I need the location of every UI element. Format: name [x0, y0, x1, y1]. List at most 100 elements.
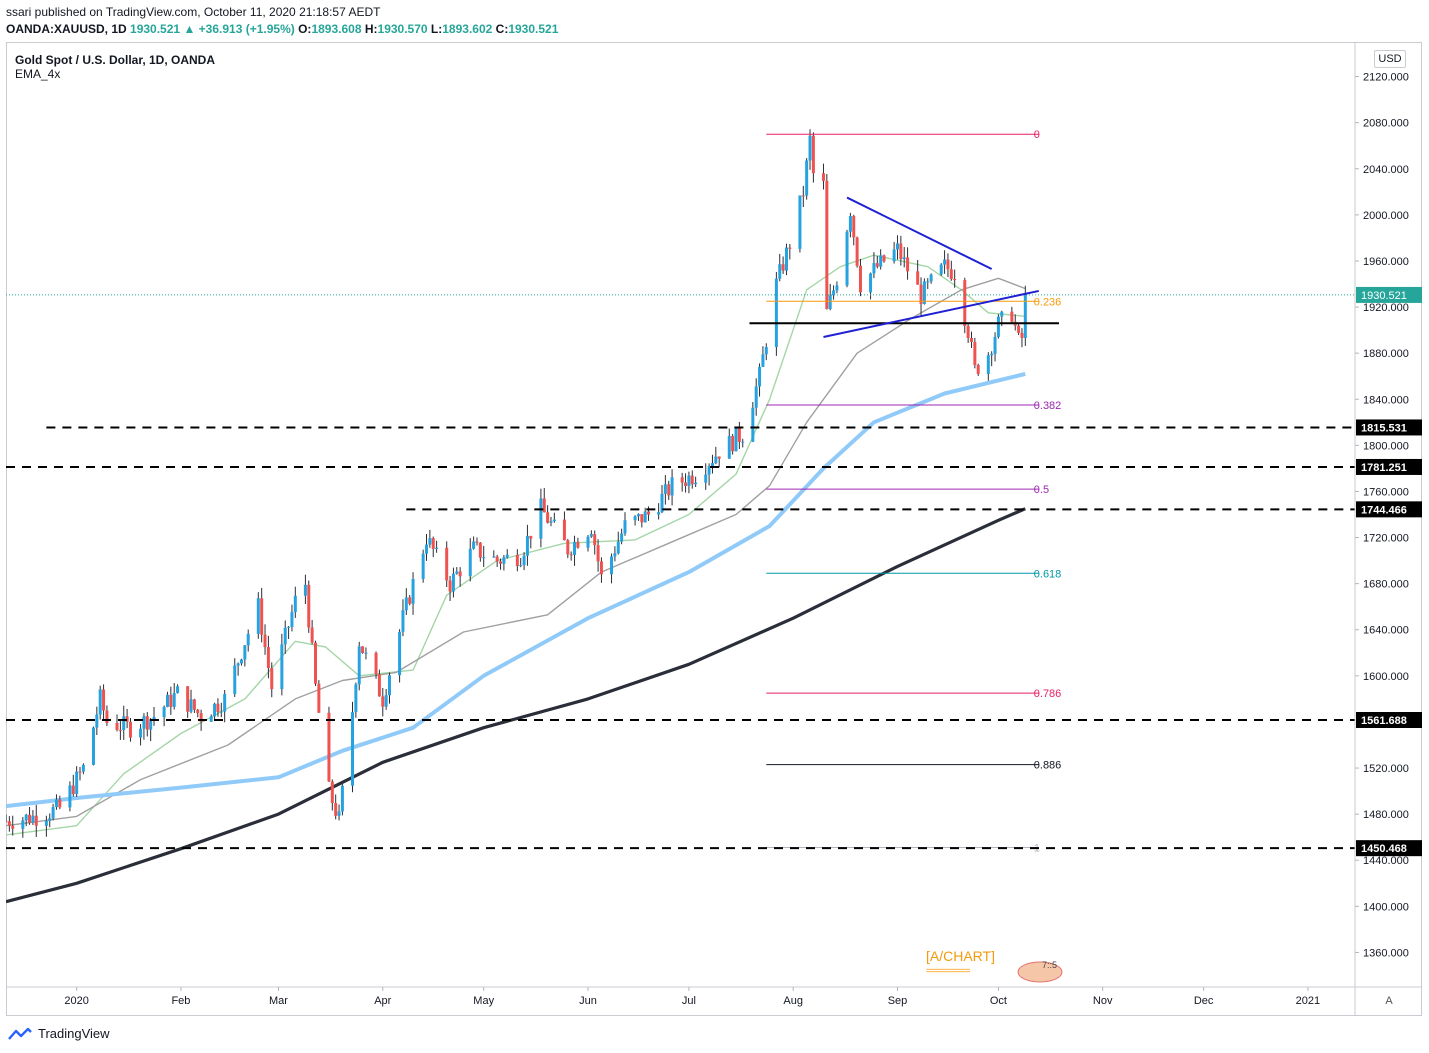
level-price-label: 1450.468 — [1361, 843, 1407, 855]
ema_mid-line — [6, 277, 1026, 827]
price-change: +36.913 (+1.95%) — [198, 22, 295, 36]
candle-body — [260, 598, 264, 635]
candle-body — [667, 484, 671, 496]
chart-title[interactable]: Gold Spot / U.S. Dollar, 1D, OANDA — [15, 53, 216, 67]
chart-frame — [6, 42, 1422, 1016]
candle-body — [458, 571, 462, 577]
footer: TradingView — [8, 1026, 110, 1041]
candle-body — [388, 675, 392, 696]
candle-body — [75, 771, 79, 795]
price-tick-label: 1760.000 — [1363, 486, 1409, 498]
candle-body — [835, 285, 839, 291]
price-tick-label: 1480.000 — [1363, 809, 1409, 821]
candle-body — [11, 825, 15, 829]
price-tick-label: 2120.000 — [1363, 72, 1409, 84]
level-price-label: 1781.251 — [1361, 462, 1407, 474]
level-price-badge — [1356, 419, 1422, 436]
candle-body — [280, 644, 284, 690]
candle-body — [751, 407, 755, 442]
price-tick-label: 1840.000 — [1363, 394, 1409, 406]
candle-body — [102, 689, 106, 711]
symbol-label[interactable]: OANDA:XAUUSD, 1D — [6, 22, 127, 36]
candle-body — [707, 466, 711, 475]
candle-body — [192, 699, 196, 710]
candle-body — [906, 257, 910, 272]
candle-body — [546, 512, 550, 523]
candle-body — [875, 263, 879, 267]
candle-body — [451, 573, 455, 592]
candle-body — [576, 541, 580, 548]
candle-body — [435, 547, 439, 549]
candle-body — [643, 511, 647, 523]
candle-body — [374, 652, 378, 675]
close-label: C: — [495, 22, 509, 36]
candle-body — [98, 689, 102, 715]
candle-body — [704, 474, 708, 483]
candle-body — [357, 646, 361, 685]
candle-body — [125, 716, 129, 722]
candle-body — [428, 538, 432, 545]
price-tick-label: 1600.000 — [1363, 671, 1409, 683]
candle-body — [266, 647, 270, 669]
candle-body — [293, 595, 297, 613]
candle-body — [290, 612, 294, 627]
candle-body — [566, 540, 570, 555]
candle-body — [361, 646, 365, 654]
candle-body — [969, 337, 973, 342]
candle-body — [515, 554, 519, 567]
candle-body — [660, 493, 664, 513]
candle-body — [599, 561, 603, 575]
candle-body — [223, 693, 227, 712]
candle-body — [879, 255, 883, 267]
candle-body — [95, 714, 99, 728]
candle-body — [734, 428, 738, 452]
candle-body — [784, 247, 788, 271]
candle-body — [943, 259, 947, 265]
candle-body — [939, 264, 943, 275]
candle-body — [58, 799, 62, 808]
currency-button[interactable]: USD — [1374, 50, 1406, 68]
candle-body — [505, 554, 509, 558]
candle-body — [1017, 325, 1021, 333]
footer-brand[interactable]: TradingView — [38, 1026, 110, 1041]
candle-body — [586, 536, 590, 548]
fib-label-0.382: 0.382 — [1034, 400, 1062, 412]
candle-body — [303, 584, 307, 596]
candle-body — [54, 799, 58, 808]
time-tick-label: Nov — [1093, 995, 1113, 1007]
indicator-label[interactable]: EMA_4x — [15, 67, 61, 81]
time-tick-label: Dec — [1194, 995, 1214, 1007]
candle-body — [519, 565, 523, 567]
candle-body — [472, 541, 476, 549]
candle-body — [976, 364, 980, 374]
ema_200-line — [6, 507, 1026, 904]
candle-body — [142, 716, 146, 729]
candle-body — [448, 580, 452, 592]
open-label: O: — [298, 22, 312, 36]
candle-body — [233, 665, 237, 694]
candle-body — [334, 802, 338, 816]
candle-body — [169, 694, 173, 707]
candle-body — [176, 686, 180, 694]
last-price-label: 1930.521 — [1361, 290, 1407, 302]
candle-body — [552, 519, 556, 522]
auto-scale-button[interactable]: A — [1385, 995, 1393, 1007]
candle-body — [1020, 332, 1024, 338]
candle-body — [263, 634, 267, 648]
level-price-label: 1744.466 — [1361, 504, 1407, 516]
level-price-badge — [1356, 458, 1422, 475]
price-chart[interactable]: 00.2360.3820.50.6180.7860.88612120.00020… — [6, 42, 1422, 1016]
candle-body — [741, 441, 745, 443]
candle-body — [78, 771, 82, 773]
candle-body — [468, 548, 472, 577]
candle-body — [354, 684, 358, 713]
candle-body — [684, 482, 688, 486]
ema_slow-line — [6, 371, 1026, 809]
candle-body — [307, 584, 311, 628]
high-label: H: — [364, 22, 378, 36]
candle-body — [165, 694, 169, 707]
candle-body — [482, 557, 486, 559]
watermark-text: [A/CHART] — [926, 948, 995, 964]
price-tick-label: 1440.000 — [1363, 855, 1409, 867]
